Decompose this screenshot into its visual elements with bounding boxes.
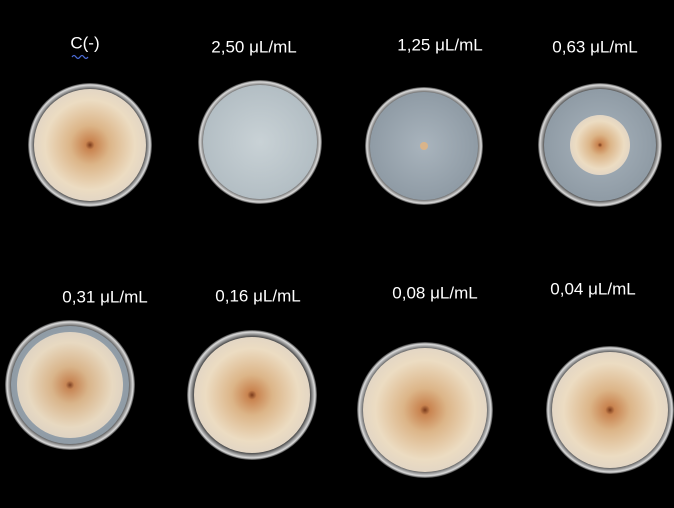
plate-label: 0,31 μL/mL	[62, 287, 147, 306]
spell-underline	[71, 54, 89, 60]
plate-label: 0,16 μL/mL	[215, 286, 300, 305]
petri-dish	[198, 80, 322, 204]
plate-label: 0,04 μL/mL	[550, 279, 635, 298]
plate-label: C(-)	[70, 33, 99, 52]
petri-dish	[357, 342, 493, 478]
petri-dish	[5, 320, 135, 450]
petri-dish	[546, 346, 674, 474]
plate-label: 0,08 μL/mL	[392, 283, 477, 302]
petri-dish	[187, 330, 317, 460]
petri-dish	[28, 83, 152, 207]
petri-dish	[538, 83, 662, 207]
plate-label: 2,50 μL/mL	[211, 37, 296, 56]
plate-label: 0,63 μL/mL	[552, 37, 637, 56]
plate-label: 1,25 μL/mL	[397, 35, 482, 54]
petri-dish	[365, 87, 483, 205]
